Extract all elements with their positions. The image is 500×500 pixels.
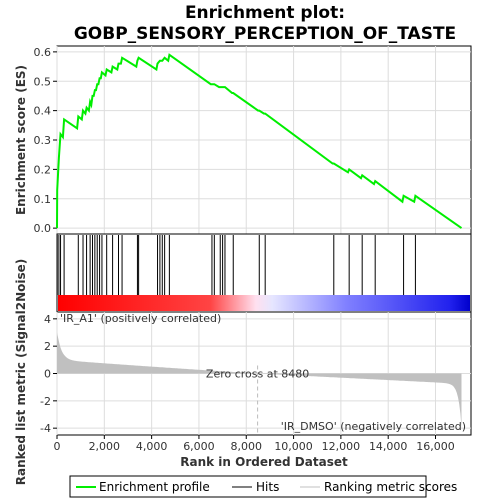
negative-correlation-label: 'IR_DMSO' (negatively correlated) <box>281 420 466 433</box>
rank-color-bar <box>58 295 470 311</box>
y-axis-label-bottom: Ranked list metric (Signal2Noise) <box>14 259 28 486</box>
es-y-tick-label: 0.2 <box>34 163 52 176</box>
es-y-tick-label: 0.6 <box>34 46 52 59</box>
metric-y-tick-label: 4 <box>44 313 51 326</box>
es-y-tick-label: 0.0 <box>34 222 52 235</box>
x-tick-label: 4,000 <box>136 440 168 453</box>
zero-cross-label: Zero cross at 8480 <box>206 368 309 381</box>
metric-y-tick-label: 0 <box>44 368 51 381</box>
x-tick-label: 0 <box>54 440 61 453</box>
enrichment-profile-line <box>56 53 463 229</box>
legend-hits-label: Hits <box>256 480 279 494</box>
es-y-tick-label: 0.4 <box>34 105 52 118</box>
es-y-tick-label: 0.5 <box>34 75 52 88</box>
hit-lines <box>56 235 416 295</box>
x-tick-label: 12,000 <box>322 440 361 453</box>
x-tick-label: 14,000 <box>369 440 408 453</box>
es-y-ticks: 0.0 0.1 0.2 0.3 0.4 0.5 0.6 <box>34 46 57 235</box>
metric-y-tick-label: 2 <box>44 340 51 353</box>
legend-es-label: Enrichment profile <box>99 480 210 494</box>
x-axis-ticks: 0 2,000 4,000 6,000 8,000 10,000 12,000 14,000 1… <box>54 435 455 453</box>
metric-panel: Zero cross at 8480 'IR_A1' (positively c… <box>40 311 472 436</box>
metric-y-tick-label: -2 <box>40 395 51 408</box>
legend-metric-label: Ranking metric scores <box>324 480 457 494</box>
metric-y-ticks: 4 2 0 -2 -4 <box>40 313 57 435</box>
x-tick-label: 2,000 <box>89 440 121 453</box>
x-tick-label: 6,000 <box>183 440 215 453</box>
hits-panel <box>56 233 472 313</box>
x-tick-label: 10,000 <box>274 440 313 453</box>
es-y-tick-label: 0.3 <box>34 134 52 147</box>
x-tick-label: 8,000 <box>231 440 263 453</box>
es-panel: 0.0 0.1 0.2 0.3 0.4 0.5 0.6 <box>34 45 472 235</box>
es-y-tick-label: 0.1 <box>34 193 52 206</box>
metric-y-tick-label: -4 <box>40 422 51 435</box>
x-tick-label: 16,000 <box>416 440 455 453</box>
x-axis-label: Rank in Ordered Dataset <box>180 455 348 469</box>
positive-correlation-label: 'IR_A1' (positively correlated) <box>60 312 221 325</box>
chart-title-line2: GOBP_SENSORY_PERCEPTION_OF_TASTE <box>74 24 456 44</box>
legend: Enrichment profile Hits Ranking metric s… <box>69 475 457 498</box>
y-axis-label-top: Enrichment score (ES) <box>14 65 28 215</box>
chart-title-line1: Enrichment plot: <box>185 3 345 23</box>
es-grid <box>56 46 471 234</box>
